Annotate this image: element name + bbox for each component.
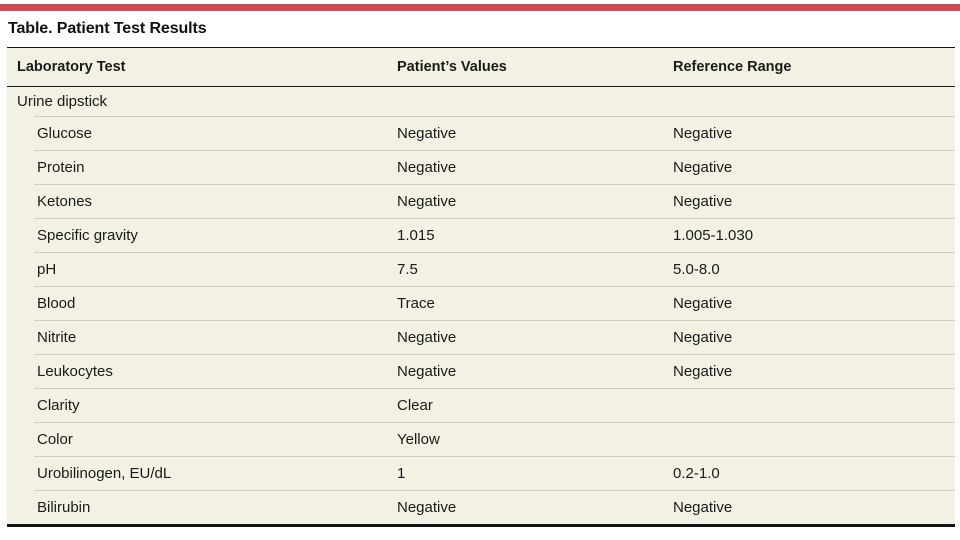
row-patient-value: 1.015 <box>397 226 435 244</box>
row-reference-range: 0.2-1.0 <box>673 464 720 482</box>
table-bottom-rule <box>7 524 955 527</box>
table-header-row: Laboratory Test Patient’s Values Referen… <box>7 48 955 87</box>
row-patient-value: Negative <box>397 362 457 380</box>
table-row-protein: Protein Negative Negative <box>7 150 955 184</box>
row-label: pH <box>37 260 57 278</box>
row-label: Glucose <box>37 124 93 142</box>
column-header-patients-values: Patient’s Values <box>397 59 507 75</box>
row-patient-value: Negative <box>397 158 457 176</box>
table-row-ph: pH 7.5 5.0-8.0 <box>7 252 955 286</box>
row-patient-value: Negative <box>397 124 457 142</box>
row-reference-range: Negative <box>673 192 733 210</box>
row-reference-range: Negative <box>673 498 733 516</box>
row-patient-value: Clear <box>397 396 433 414</box>
table-row-blood: Blood Trace Negative <box>7 286 955 320</box>
row-reference-range: 1.005-1.030 <box>673 226 754 244</box>
table-row-leukocytes: Leukocytes Negative Negative <box>7 354 955 388</box>
row-patient-value: Negative <box>397 498 457 516</box>
row-reference-range: Negative <box>673 158 733 176</box>
table-row-nitrite: Nitrite Negative Negative <box>7 320 955 354</box>
row-label: Urine dipstick <box>17 93 108 110</box>
row-reference-range: Negative <box>673 124 733 142</box>
row-patient-value: Trace <box>397 294 435 312</box>
row-patient-value: 7.5 <box>397 260 418 278</box>
table-title-block: Table. Patient Test Results <box>7 11 955 48</box>
row-reference-range: Negative <box>673 362 733 380</box>
column-header-reference-range: Reference Range <box>673 59 792 75</box>
table-row-glucose: Glucose Negative Negative <box>7 116 955 150</box>
table-row-section-urine-dipstick: Urine dipstick <box>7 87 955 116</box>
table-row-specific-gravity: Specific gravity 1.015 1.005-1.030 <box>7 218 955 252</box>
table-content: Table. Patient Test Results Laboratory T… <box>7 11 955 527</box>
table-title: Table. Patient Test Results <box>8 20 207 37</box>
row-label: Specific gravity <box>37 226 138 244</box>
row-reference-range: 5.0-8.0 <box>673 260 720 278</box>
patient-test-results-table: Laboratory Test Patient’s Values Referen… <box>7 48 955 527</box>
row-reference-range: Negative <box>673 294 733 312</box>
row-label: Color <box>37 430 73 448</box>
row-patient-value: Negative <box>397 328 457 346</box>
table-row-urobilinogen: Urobilinogen, EU/dL 1 0.2-1.0 <box>7 456 955 490</box>
row-label: Blood <box>37 294 76 312</box>
row-reference-range: Negative <box>673 328 733 346</box>
row-label: Clarity <box>37 396 80 414</box>
row-patient-value: Negative <box>397 192 457 210</box>
row-patient-value: 1 <box>397 464 406 482</box>
row-patient-value: Yellow <box>397 430 440 448</box>
row-label: Bilirubin <box>37 498 91 516</box>
row-label: Ketones <box>37 192 93 210</box>
row-label: Leukocytes <box>37 362 113 380</box>
table-row-color: Color Yellow <box>7 422 955 456</box>
row-label: Protein <box>37 158 85 176</box>
table-row-clarity: Clarity Clear <box>7 388 955 422</box>
table-row-ketones: Ketones Negative Negative <box>7 184 955 218</box>
accent-top-rule <box>0 4 960 11</box>
table-row-bilirubin: Bilirubin Negative Negative <box>7 490 955 524</box>
row-label: Urobilinogen, EU/dL <box>37 464 172 482</box>
row-label: Nitrite <box>37 328 77 346</box>
column-header-laboratory-test: Laboratory Test <box>17 59 126 75</box>
